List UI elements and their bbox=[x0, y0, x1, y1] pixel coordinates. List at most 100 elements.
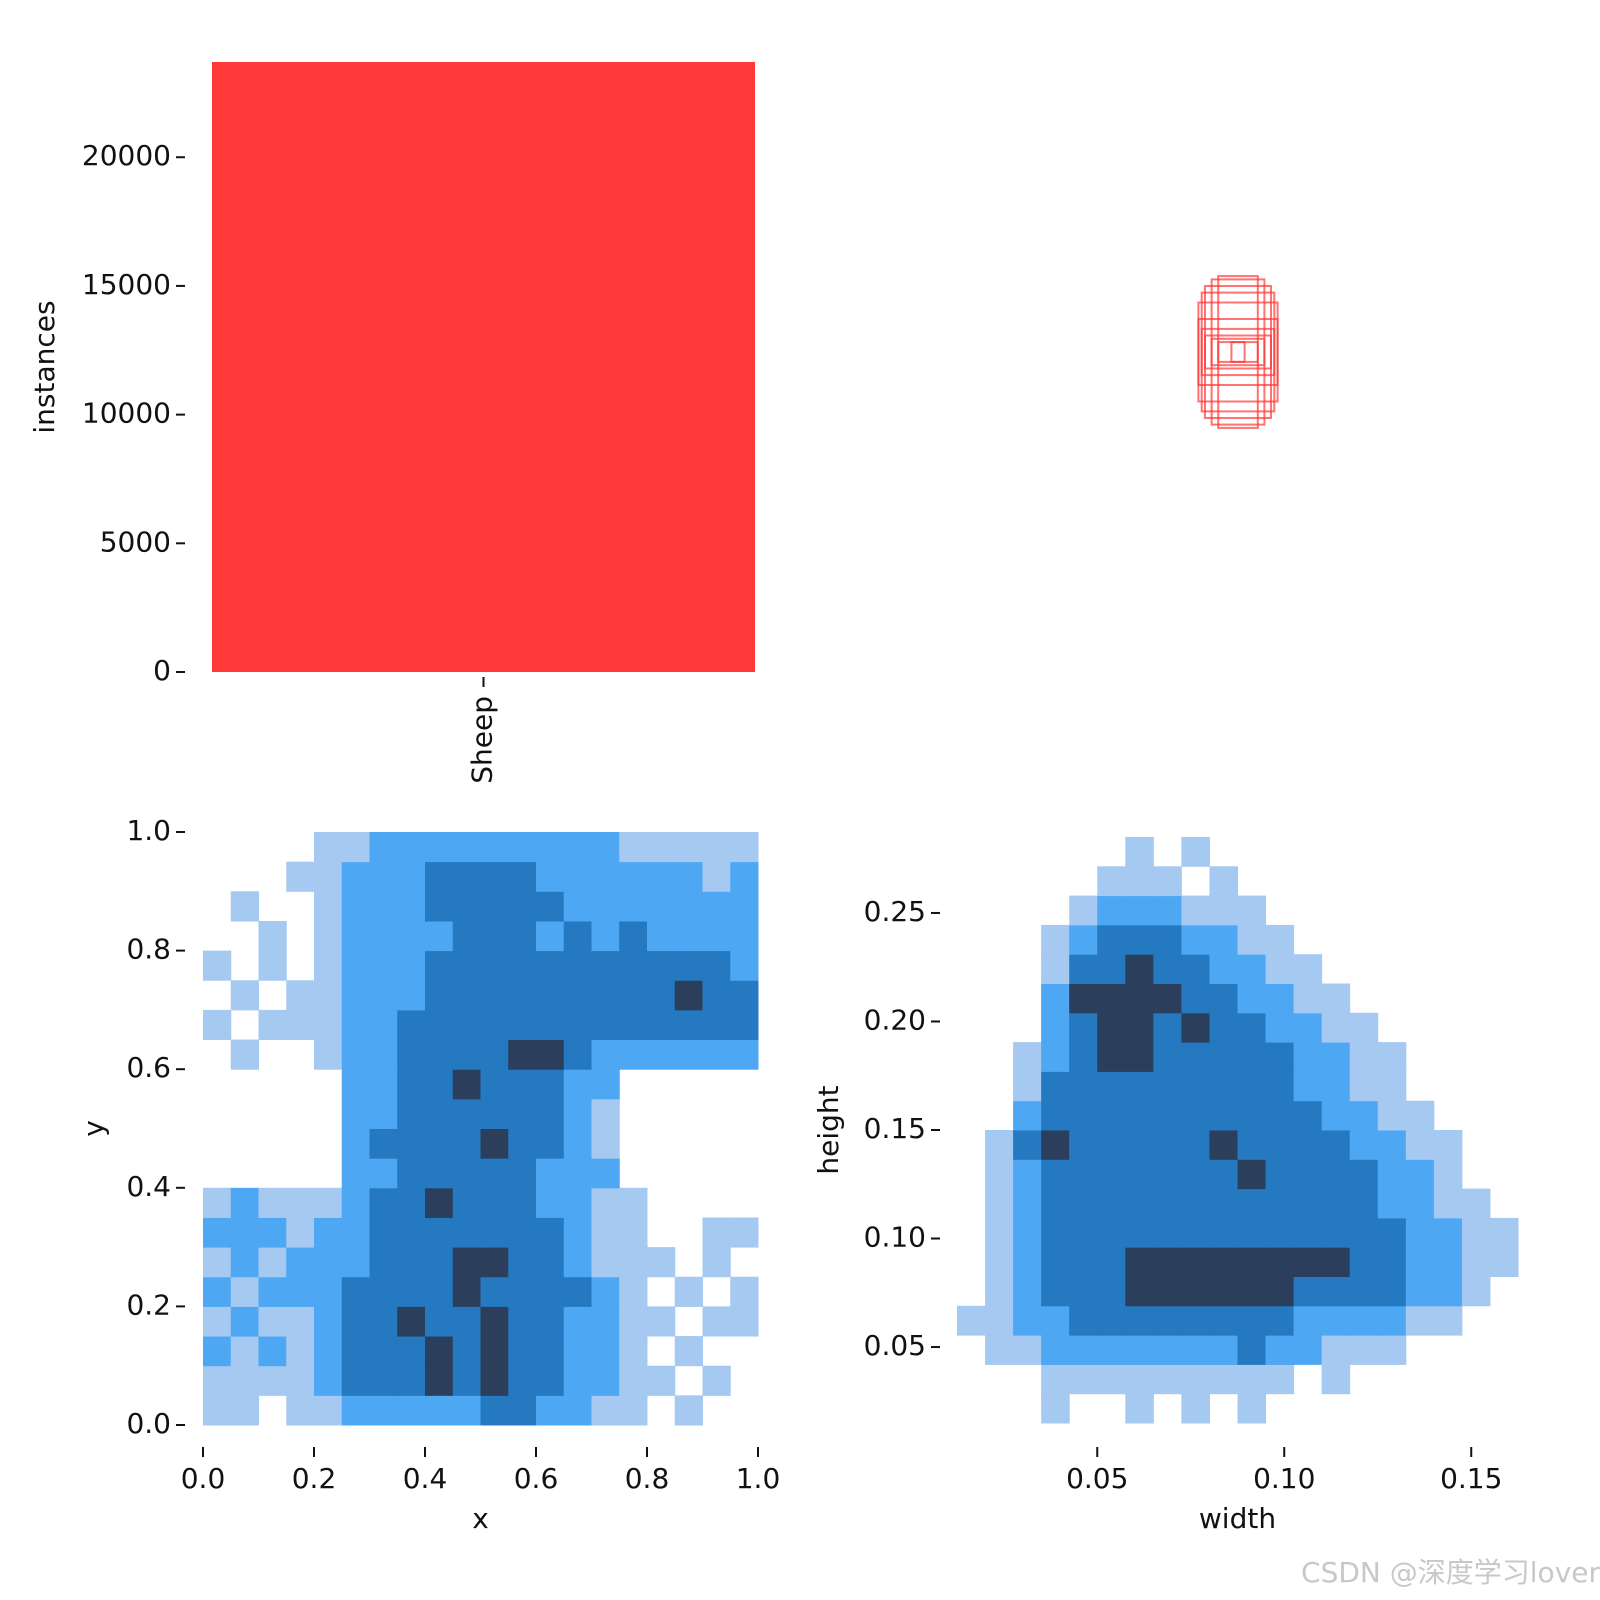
hist-cell bbox=[452, 1336, 481, 1367]
y-tick-label: 5000 bbox=[100, 525, 171, 558]
hist-cell bbox=[536, 1039, 565, 1070]
hist-cell bbox=[314, 1365, 343, 1396]
hist-cell bbox=[1237, 1393, 1267, 1424]
hist-cell bbox=[591, 1276, 620, 1307]
hist-cell bbox=[508, 950, 537, 981]
hist-cell bbox=[452, 1306, 481, 1337]
hist-cell bbox=[258, 1336, 287, 1367]
hist-cell bbox=[1153, 1042, 1182, 1072]
hist-cell bbox=[1349, 1217, 1379, 1248]
hist-cell bbox=[1153, 1159, 1182, 1190]
hist-cell bbox=[480, 950, 509, 981]
hist-cell bbox=[1321, 1042, 1351, 1072]
x-tick-label: 0.4 bbox=[403, 1462, 448, 1495]
x-axis-label: width bbox=[1199, 1502, 1276, 1535]
hist-cell bbox=[1069, 1335, 1098, 1365]
hist-cell bbox=[452, 1069, 481, 1100]
hist-cell bbox=[1153, 1276, 1182, 1307]
hist-cell bbox=[286, 1395, 315, 1426]
hist-cell bbox=[452, 1187, 481, 1218]
hist-cell bbox=[258, 1247, 287, 1278]
hist-cell bbox=[425, 1365, 454, 1396]
hist-cell bbox=[452, 1365, 481, 1396]
hist-cell bbox=[1013, 1276, 1042, 1307]
hist-cell bbox=[1293, 1276, 1323, 1307]
hist-cell bbox=[1349, 1071, 1379, 1102]
hist-cell bbox=[1321, 1335, 1351, 1365]
hist-cell bbox=[1125, 866, 1154, 897]
hist-cell bbox=[647, 1247, 676, 1278]
hist-cell bbox=[1377, 1042, 1407, 1072]
hist-cell bbox=[563, 1395, 592, 1426]
y-tick-label: 0.05 bbox=[864, 1329, 926, 1362]
hist-cell bbox=[674, 832, 703, 863]
hist-cell bbox=[1209, 1217, 1238, 1248]
hist-cell bbox=[674, 1276, 703, 1307]
x-tick-label: 0.10 bbox=[1253, 1462, 1315, 1495]
hist-cell bbox=[1125, 1335, 1154, 1365]
hist-cell bbox=[1181, 1130, 1210, 1160]
hist-cell bbox=[1125, 1012, 1154, 1043]
hist-cell bbox=[1181, 1247, 1210, 1277]
y-tick-label: 10000 bbox=[82, 397, 171, 430]
hist-cell bbox=[480, 1009, 509, 1041]
hist-cell bbox=[341, 980, 370, 1011]
hist-cell bbox=[1097, 895, 1126, 926]
hist-cell bbox=[508, 1069, 537, 1100]
hist-cell bbox=[1097, 1217, 1126, 1248]
hist-cell bbox=[1433, 1130, 1463, 1160]
hist-cell bbox=[730, 891, 759, 922]
y-tick-label: 0 bbox=[153, 654, 171, 687]
hist-cell bbox=[591, 1365, 620, 1396]
hist-cell bbox=[1153, 866, 1182, 897]
y-axis-label: y bbox=[77, 1120, 110, 1137]
box bbox=[1210, 337, 1266, 367]
hist-cell bbox=[397, 891, 426, 922]
hist-cell bbox=[647, 950, 676, 981]
hist-cell bbox=[397, 1009, 426, 1041]
hist-cell bbox=[1013, 1335, 1042, 1365]
hist-cell bbox=[397, 832, 426, 863]
box bbox=[1230, 341, 1246, 363]
hist-cell bbox=[647, 1039, 676, 1070]
hist-cell bbox=[397, 1069, 426, 1100]
hist-cell bbox=[258, 1276, 287, 1307]
hist-cell bbox=[563, 1187, 592, 1218]
hist-cell bbox=[1293, 1335, 1323, 1365]
hist-cell bbox=[1293, 1247, 1323, 1277]
hist-cell bbox=[591, 1336, 620, 1367]
hist-cell bbox=[536, 1336, 565, 1367]
hist-cell bbox=[480, 1039, 509, 1070]
hist-cell bbox=[1237, 1364, 1267, 1395]
hist-cell bbox=[1377, 1130, 1407, 1160]
hist-cell bbox=[425, 1306, 454, 1337]
hist-cell bbox=[341, 950, 370, 981]
hist-cell bbox=[1321, 1276, 1351, 1307]
hist-cell bbox=[425, 1395, 454, 1426]
hist-cell bbox=[397, 1247, 426, 1278]
hist-cell bbox=[508, 980, 537, 1011]
hist-cell bbox=[1349, 1100, 1379, 1131]
hist-cell bbox=[536, 1187, 565, 1218]
hist-cell bbox=[452, 1158, 481, 1189]
hist-cell bbox=[1433, 1305, 1463, 1336]
hist-cell bbox=[508, 832, 537, 863]
hist-cell bbox=[1321, 1247, 1351, 1277]
hist-cell bbox=[1153, 1364, 1182, 1395]
hist-cell bbox=[314, 1217, 343, 1248]
hist-cell bbox=[397, 1128, 426, 1159]
hist-cell bbox=[314, 950, 343, 981]
hist-cell bbox=[591, 1306, 620, 1337]
hist-cell bbox=[1097, 1247, 1126, 1277]
hist-cell bbox=[702, 1217, 731, 1248]
hist-cell bbox=[1405, 1100, 1435, 1131]
hist-cell bbox=[341, 861, 370, 892]
hist-cell bbox=[1349, 1130, 1379, 1160]
hist-cell bbox=[286, 1187, 315, 1218]
hist-cell bbox=[369, 980, 398, 1011]
hist-cell bbox=[985, 1130, 1014, 1160]
hist-cell bbox=[619, 891, 648, 922]
hist-cell bbox=[1041, 1159, 1070, 1190]
hist-cell bbox=[1125, 1364, 1154, 1395]
hist-cell bbox=[230, 891, 259, 922]
